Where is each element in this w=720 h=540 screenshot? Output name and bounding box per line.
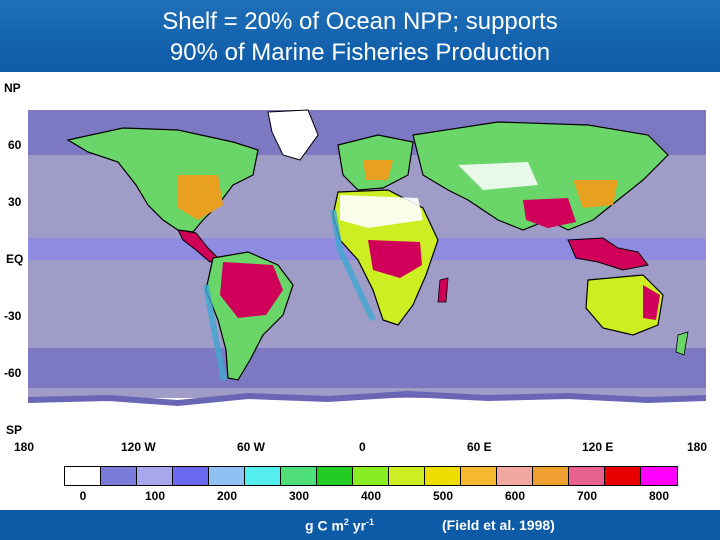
- antarctic-ice: [28, 398, 706, 435]
- north-america-east-high: [178, 175, 223, 220]
- legend-swatch-9: [389, 467, 425, 485]
- lat-label-sp: SP: [6, 423, 23, 437]
- coastal-upwelling-peru: [203, 284, 227, 381]
- congo-high: [368, 240, 422, 278]
- southern-ocean-band: [28, 348, 706, 388]
- legend-swatch-12: [497, 467, 533, 485]
- east-asia-high: [573, 180, 618, 208]
- npp-world-map: [28, 80, 706, 435]
- legend-swatch-6: [281, 467, 317, 485]
- color-legend: [64, 466, 678, 486]
- legend-swatch-1: [101, 467, 137, 485]
- antarctic-coast: [28, 390, 706, 407]
- legend-swatch-11: [461, 467, 497, 485]
- europe-high: [363, 160, 393, 180]
- legend-tick-800: 800: [648, 489, 670, 503]
- se-asia-islands: [567, 237, 649, 271]
- legend-tick-500: 500: [432, 489, 454, 503]
- coastal-upwelling-africa: [330, 209, 376, 322]
- central-asia-desert: [458, 162, 538, 190]
- title-bar: Shelf = 20% of Ocean NPP; supports 90% o…: [0, 0, 720, 72]
- madagascar: [437, 277, 449, 303]
- australia-coast-high: [643, 285, 660, 320]
- greenland: [267, 109, 319, 161]
- lat-label-30n: 30: [8, 195, 22, 209]
- lat-label-eq: EQ: [6, 252, 24, 266]
- legend-swatch-10: [425, 467, 461, 485]
- lat-label-30s: -30: [4, 309, 22, 323]
- lon-label-60w: 60 W: [237, 440, 266, 454]
- citation: (Field et al. 1998): [442, 517, 555, 533]
- legend-swatch-5: [245, 467, 281, 485]
- lon-label-0: 0: [359, 440, 366, 454]
- legend-tick-600: 600: [504, 489, 526, 503]
- legend-tick-0: 0: [79, 489, 87, 503]
- legend-swatch-15: [605, 467, 641, 485]
- legend-swatch-16: [641, 467, 677, 485]
- sahara: [340, 195, 423, 228]
- unit-label: g C m2 yr-1: [305, 517, 375, 534]
- legend-swatch-0: [65, 467, 101, 485]
- legend-swatch-14: [569, 467, 605, 485]
- legend-tick-300: 300: [288, 489, 310, 503]
- legend-swatch-8: [353, 467, 389, 485]
- lon-label-180e: 180: [687, 440, 708, 454]
- legend-swatch-3: [173, 467, 209, 485]
- south-asia-high: [523, 198, 576, 228]
- lat-label-60s: -60: [4, 366, 22, 380]
- legend-tick-400: 400: [360, 489, 382, 503]
- title-line-1: Shelf = 20% of Ocean NPP; supports: [162, 8, 558, 35]
- new-zealand: [675, 331, 689, 356]
- title-line-2: 90% of Marine Fisheries Production: [169, 39, 551, 66]
- legend-tick-100: 100: [144, 489, 166, 503]
- lon-label-60e: 60 E: [467, 440, 492, 454]
- legend-swatch-7: [317, 467, 353, 485]
- arctic-unsampled: [28, 80, 706, 110]
- legend-swatch-4: [209, 467, 245, 485]
- amazon-high: [220, 262, 283, 318]
- lat-label-np: NP: [4, 81, 21, 95]
- legend-tick-200: 200: [216, 489, 238, 503]
- lon-label-120w: 120 W: [121, 440, 156, 454]
- lon-label-180w: 180: [14, 440, 35, 454]
- footer-bar: g C m2 yr-1 (Field et al. 1998): [0, 510, 720, 540]
- lon-label-120e: 120 E: [582, 440, 614, 454]
- legend-swatch-13: [533, 467, 569, 485]
- lat-label-60n: 60: [8, 138, 22, 152]
- legend-tick-700: 700: [576, 489, 598, 503]
- legend-swatch-2: [137, 467, 173, 485]
